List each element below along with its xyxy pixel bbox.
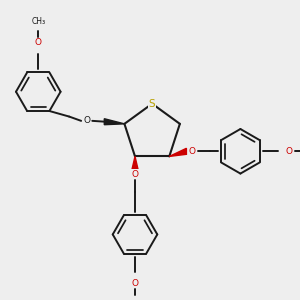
Text: O: O (131, 279, 139, 288)
Text: O: O (131, 170, 139, 179)
Polygon shape (104, 119, 124, 125)
Polygon shape (169, 148, 186, 156)
Text: O: O (286, 147, 293, 156)
Text: CH₃: CH₃ (31, 17, 45, 26)
Text: O: O (83, 116, 90, 125)
Text: O: O (188, 147, 195, 156)
Text: S: S (149, 99, 155, 109)
Polygon shape (132, 156, 138, 169)
Text: O: O (35, 38, 42, 47)
